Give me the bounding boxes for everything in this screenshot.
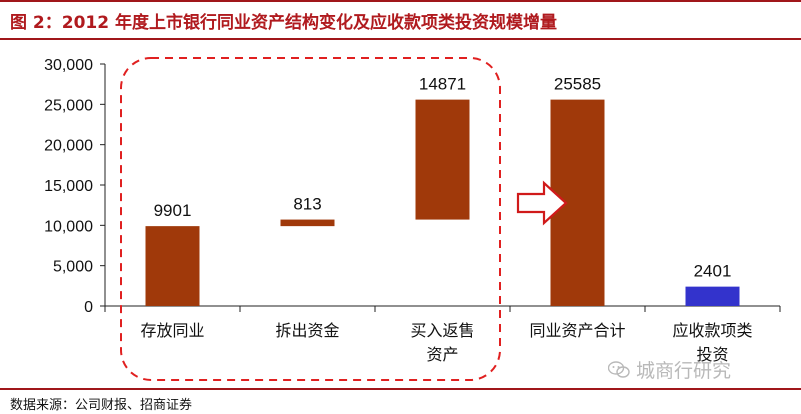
source-note: 数据来源：公司财报、招商证券: [10, 398, 193, 413]
x-tick-label: 应收款项类: [672, 321, 752, 340]
hollow-arrow: [516, 180, 568, 226]
x-tick-label: 拆出资金: [275, 321, 339, 340]
y-tick-label: 20,000: [44, 138, 93, 155]
bar: [145, 226, 200, 306]
bar: [415, 99, 470, 220]
x-tick-label: 投资: [696, 345, 728, 364]
x-tick-label: 资产: [426, 345, 458, 364]
bar-chart: 0 5,000 10,000 15,000 20,000 25,000 30,000 9901…: [44, 57, 781, 381]
chart-title: 图 2：2012 年度上市银行同业资产结构变化及应收款项类投资规模增量: [10, 12, 557, 33]
y-tick-label: 25,000: [44, 97, 93, 114]
y-tick-label: 0: [84, 299, 93, 316]
watermark-text: 城商行研究: [636, 360, 732, 382]
dashed-group-box: [120, 57, 501, 381]
y-tick-label: 10,000: [44, 218, 93, 235]
y-tick-label: 30,000: [44, 57, 93, 74]
source-bar: 数据来源：公司财报、招商证券: [0, 388, 801, 414]
watermark: 城商行研究: [608, 356, 731, 383]
y-tick-label: 5,000: [53, 259, 93, 276]
data-label: 25585: [554, 75, 601, 94]
bar: [685, 286, 740, 306]
x-tick-label: 买入返售: [410, 321, 474, 340]
x-tick-label: 存放同业: [140, 321, 204, 340]
bar: [280, 219, 335, 227]
data-label: 14871: [419, 75, 466, 94]
data-label: 9901: [154, 201, 192, 220]
title-bar: 图 2：2012 年度上市银行同业资产结构变化及应收款项类投资规模增量: [0, 0, 801, 40]
y-tick-label: 15,000: [44, 178, 93, 195]
data-label: 2401: [694, 262, 732, 281]
x-tick-label: 同业资产合计: [529, 321, 625, 340]
data-label: 813: [293, 195, 321, 214]
wechat-icon: [608, 360, 630, 378]
